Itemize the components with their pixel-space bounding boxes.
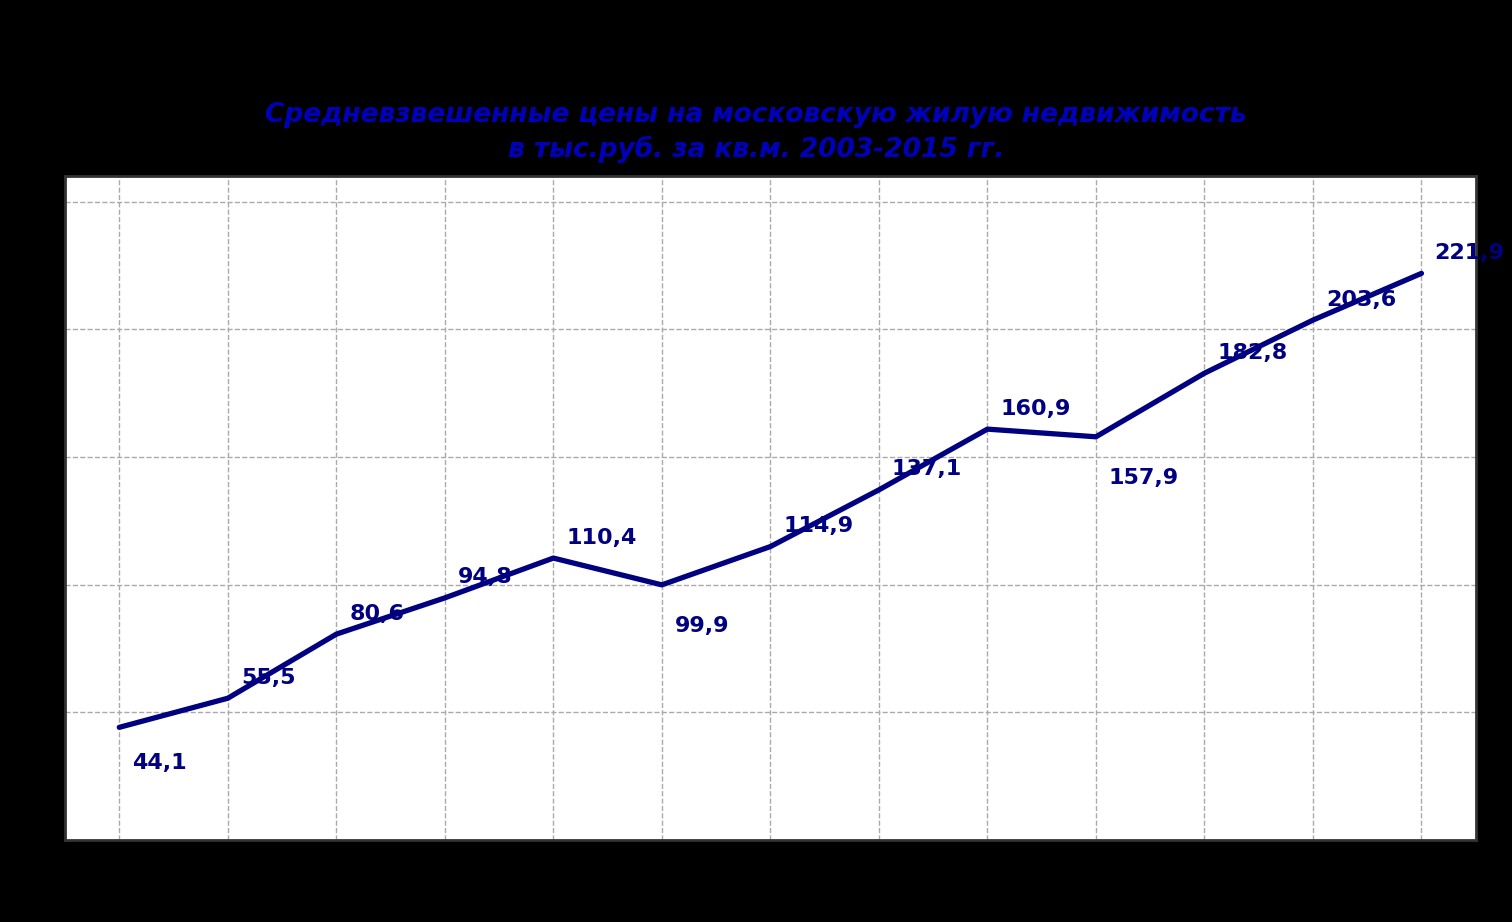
Text: 99,9: 99,9 [674,616,729,636]
Text: 94,8: 94,8 [458,567,513,587]
Text: Средневзвешенные цены на московскую жилую недвижимость: Средневзвешенные цены на московскую жилу… [265,102,1247,128]
Text: 110,4: 110,4 [567,527,637,548]
Text: 80,6: 80,6 [349,604,404,623]
Text: 160,9: 160,9 [1001,398,1070,419]
Text: 55,5: 55,5 [240,668,295,688]
Text: 157,9: 157,9 [1108,467,1179,488]
Text: 137,1: 137,1 [892,459,962,479]
Text: 203,6: 203,6 [1326,290,1396,310]
Text: 182,8: 182,8 [1217,343,1288,362]
Text: 44,1: 44,1 [132,753,187,773]
Text: 114,9: 114,9 [783,516,853,537]
Text: в тыс.руб. за кв.м. 2003-2015 гг.: в тыс.руб. за кв.м. 2003-2015 гг. [508,136,1004,163]
Text: 221,9: 221,9 [1435,243,1504,263]
